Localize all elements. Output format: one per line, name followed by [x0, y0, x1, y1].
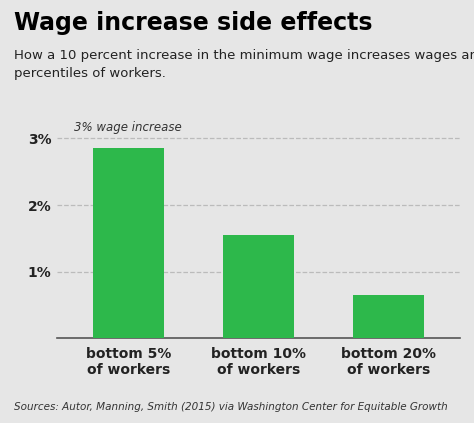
Text: Sources: Autor, Manning, Smith (2015) via Washington Center for Equitable Growth: Sources: Autor, Manning, Smith (2015) vi… [14, 402, 448, 412]
Bar [353, 295, 424, 338]
Bar [92, 148, 164, 338]
Bar [223, 235, 294, 338]
Text: How a 10 percent increase in the minimum wage increases wages among the lowest
p: How a 10 percent increase in the minimum… [14, 49, 474, 80]
Text: 3% wage increase: 3% wage increase [74, 121, 182, 134]
Text: Wage increase side effects: Wage increase side effects [14, 11, 373, 35]
